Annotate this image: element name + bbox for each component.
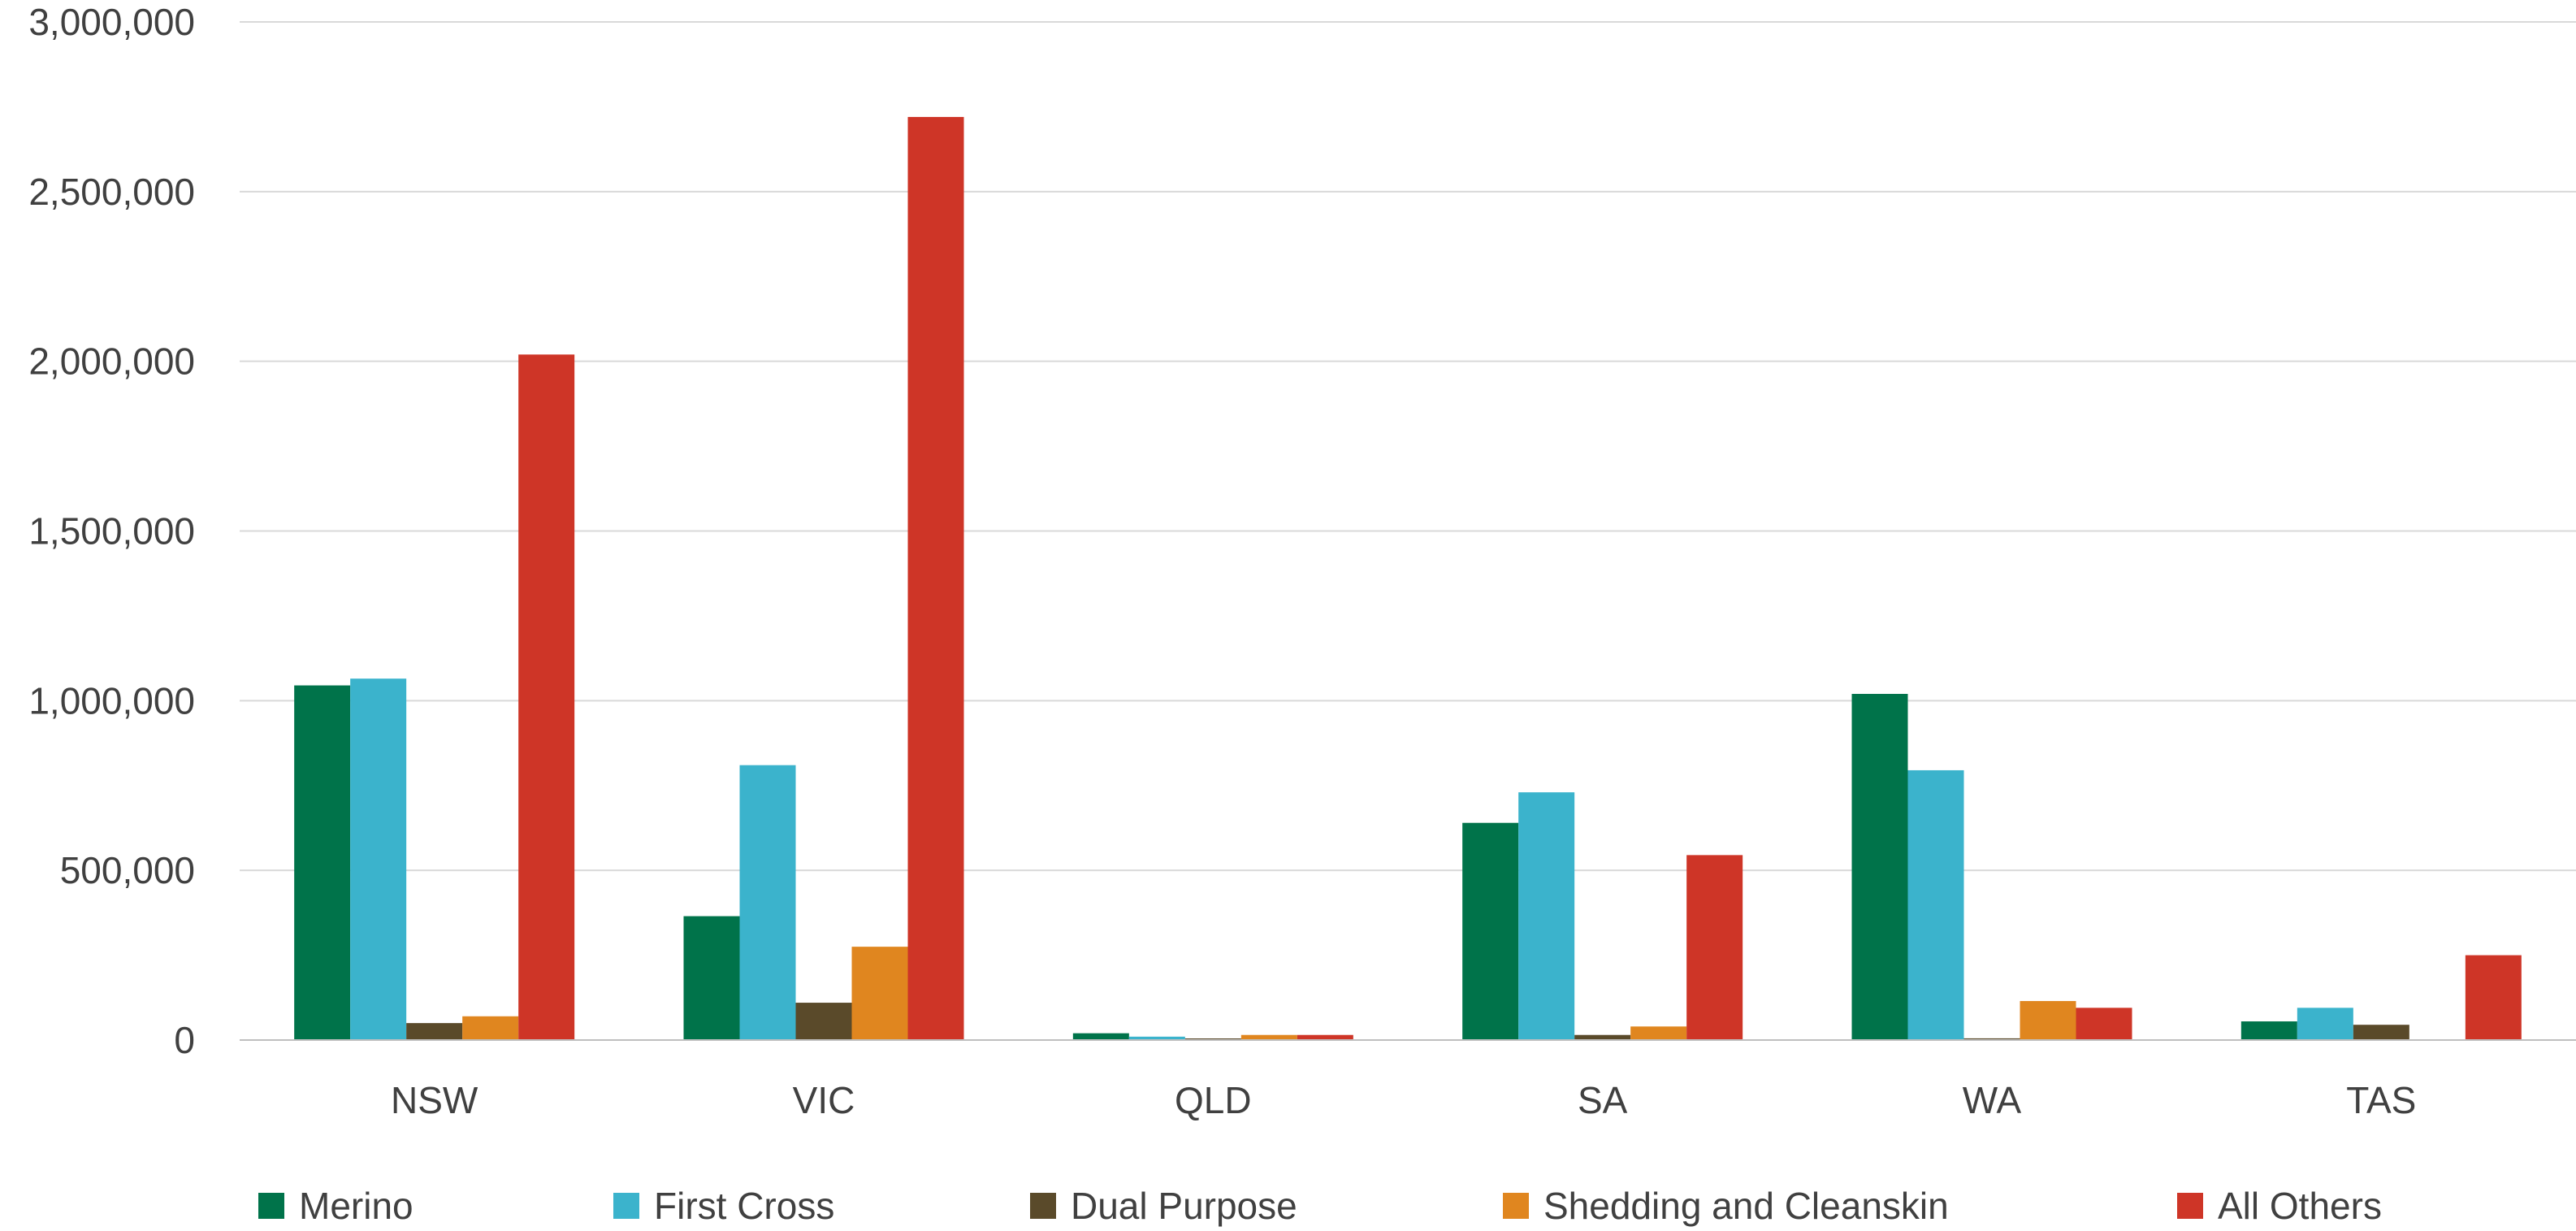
bar-shedding-and-cleanskin-sa (1630, 1026, 1687, 1040)
bar-merino-wa (1851, 693, 1908, 1040)
x-category-label: VIC (793, 1079, 855, 1121)
bar-first-cross-sa (1518, 792, 1575, 1040)
bar-merino-sa (1462, 822, 1519, 1040)
bar-merino-qld (1072, 1033, 1129, 1040)
bar-all-others-tas (2465, 955, 2522, 1040)
bar-merino-tas (2240, 1021, 2297, 1040)
bar-dual-purpose-sa (1574, 1034, 1631, 1040)
y-tick-label: 1,000,000 (28, 679, 195, 722)
y-tick-label: 0 (174, 1019, 195, 1061)
x-category-label: WA (1963, 1079, 2022, 1121)
bar-dual-purpose-tas (2353, 1025, 2409, 1040)
x-category-label: NSW (391, 1079, 478, 1121)
bar-dual-purpose-wa (1963, 1038, 2020, 1040)
legend-label: First Cross (654, 1185, 834, 1227)
bar-merino-vic (683, 916, 740, 1040)
bar-all-others-qld (1297, 1034, 1353, 1040)
bar-dual-purpose-vic (795, 1003, 852, 1040)
legend-swatch-first-cross (613, 1193, 639, 1219)
bars (294, 116, 2522, 1041)
legend-swatch-shedding-and-cleanskin (1503, 1193, 1529, 1219)
bar-first-cross-vic (739, 765, 796, 1040)
bar-all-others-vic (907, 116, 964, 1041)
legend: Merino First Cross Dual Purpose Shedding an… (258, 1185, 2382, 1227)
y-axis-tick-labels: 0 500,000 1,000,000 1,500,000 2,000,000 2,500… (28, 1, 195, 1061)
bar-shedding-and-cleanskin-qld (1240, 1034, 1297, 1040)
legend-swatch-all-others (2177, 1193, 2203, 1219)
bar-all-others-wa (2076, 1008, 2132, 1040)
legend-swatch-merino (258, 1193, 284, 1219)
bar-first-cross-wa (1907, 769, 1964, 1040)
bar-shedding-and-cleanskin-wa (2020, 1000, 2076, 1040)
gridlines (240, 21, 2576, 872)
y-tick-label: 2,000,000 (28, 340, 195, 383)
y-tick-label: 1,500,000 (28, 510, 195, 553)
bar-all-others-nsw (518, 354, 575, 1040)
x-axis-category-labels: NSW VIC QLD SA WA TAS (391, 1079, 2416, 1121)
bar-shedding-and-cleanskin-nsw (462, 1016, 519, 1040)
bar-dual-purpose-nsw (406, 1023, 463, 1040)
legend-label: All Others (2218, 1185, 2382, 1227)
legend-swatch-dual-purpose (1030, 1193, 1056, 1219)
y-tick-label: 3,000,000 (28, 1, 195, 43)
bar-first-cross-qld (1128, 1036, 1185, 1040)
bar-all-others-sa (1686, 855, 1743, 1040)
legend-label: Merino (299, 1185, 413, 1227)
y-tick-label: 500,000 (60, 849, 195, 891)
x-category-label: SA (1578, 1079, 1628, 1121)
bar-first-cross-tas (2297, 1008, 2353, 1040)
x-category-label: TAS (2346, 1079, 2416, 1121)
y-tick-label: 2,500,000 (28, 171, 195, 213)
x-category-label: QLD (1175, 1079, 1252, 1121)
bar-first-cross-nsw (350, 678, 407, 1040)
legend-label: Dual Purpose (1071, 1185, 1297, 1227)
bar-merino-nsw (294, 685, 351, 1040)
bar-shedding-and-cleanskin-vic (851, 947, 908, 1040)
legend-label: Shedding and Cleanskin (1543, 1185, 1949, 1227)
